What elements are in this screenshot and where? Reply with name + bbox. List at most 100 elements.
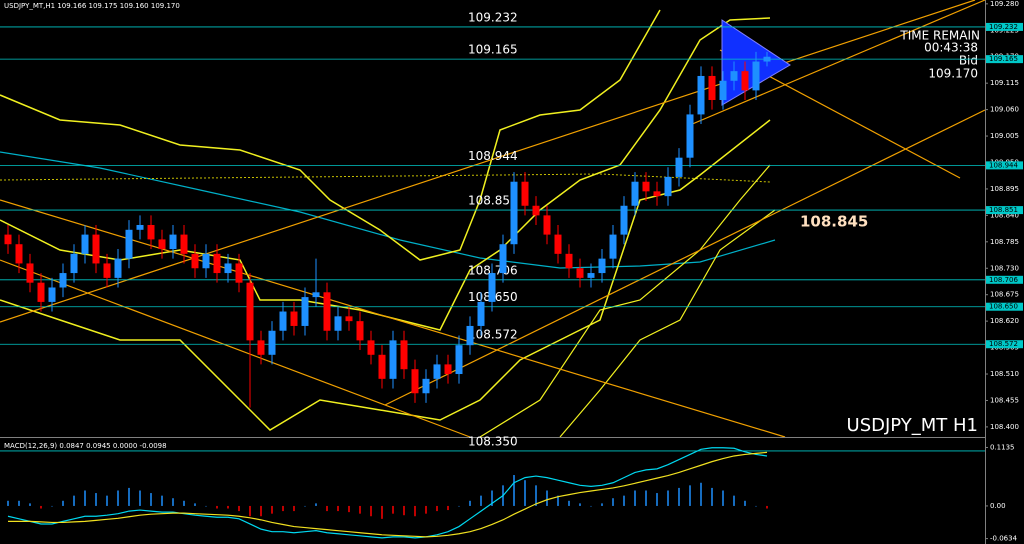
macd-line — [8, 451, 768, 538]
y-tick-label: 108.730 — [990, 264, 1019, 272]
y-tick-label: 0.1135 — [990, 443, 1015, 451]
level-box-label: 108.944 — [989, 161, 1018, 169]
candle-body — [290, 311, 298, 326]
candle-body — [246, 282, 254, 341]
candle-body — [411, 369, 419, 394]
candle-body — [521, 181, 529, 206]
candle-body — [477, 301, 485, 326]
level-box — [986, 275, 1023, 284]
candle-body — [565, 253, 573, 269]
candle-body — [444, 364, 452, 375]
y-tick-label: 109.060 — [990, 106, 1019, 114]
bid-label: Bid — [959, 54, 978, 68]
candle-body — [81, 234, 89, 254]
candle-body — [125, 229, 133, 259]
candle-body — [576, 268, 584, 278]
candle-body — [664, 176, 672, 197]
level-label: 109.232 — [468, 10, 518, 24]
symbol-label: USDJPY_MT H1 — [847, 415, 978, 436]
y-tick-label: 108.620 — [990, 317, 1019, 325]
level-label: 108.350 — [468, 434, 518, 448]
candle-body — [642, 181, 650, 192]
y-tick-label: 108.840 — [990, 211, 1019, 219]
candle-body — [389, 340, 397, 379]
candle-body — [180, 234, 188, 254]
candle-body — [279, 311, 287, 331]
indicator-lines — [0, 0, 986, 438]
level-box-label: 108.650 — [989, 303, 1018, 311]
level-box — [986, 302, 1023, 311]
candle-body — [323, 292, 331, 331]
candle-body — [345, 316, 353, 322]
candle-body — [48, 287, 56, 302]
bid: 109.170 — [928, 67, 978, 81]
candle-body — [92, 234, 100, 264]
candle-body — [653, 191, 661, 197]
level-box — [986, 161, 1023, 170]
level-label: 108.572 — [468, 328, 518, 342]
candle-body — [752, 61, 760, 91]
candle-body — [59, 273, 67, 288]
candle-body — [37, 282, 45, 302]
candle-body — [26, 263, 34, 283]
candle-body — [4, 234, 12, 245]
level-label: 108.944 — [468, 149, 518, 163]
level-box — [986, 340, 1023, 349]
candle-body — [334, 316, 342, 331]
time-remain: 00:43:38 — [924, 41, 978, 55]
y-tick-label: 108.400 — [990, 423, 1019, 431]
candle-body — [213, 253, 221, 274]
y-tick-label: 108.510 — [990, 370, 1019, 378]
candle-body — [224, 263, 232, 274]
candle-body — [257, 340, 265, 355]
level-box-label: 109.232 — [989, 23, 1018, 31]
macd-title: MACD(12,26,9) 0.0847 0.0945 0.0000 -0.00… — [4, 442, 167, 450]
candle-body — [466, 325, 474, 346]
candle-body — [631, 181, 639, 206]
candle-body — [455, 345, 463, 375]
candle-body — [400, 340, 408, 370]
level-label: 108.851 — [468, 194, 518, 208]
candle-body — [675, 157, 683, 177]
candle-body — [356, 321, 364, 341]
candle-body — [763, 56, 771, 62]
y-tick-label: 108.895 — [990, 185, 1019, 193]
candle-body — [598, 258, 606, 274]
candle-body — [587, 273, 595, 278]
time-remain-label: TIME REMAIN — [899, 29, 980, 43]
level-label: 109.165 — [468, 43, 518, 57]
candle-body — [301, 297, 309, 326]
y-tick-label: -0.0634 — [990, 535, 1018, 543]
candle-body — [103, 263, 111, 278]
level-box — [986, 206, 1023, 215]
chart-header: USDJPY_MT,H1 109.166 109.175 109.160 109… — [4, 2, 180, 10]
candle-body — [609, 234, 617, 259]
candle-body — [719, 80, 727, 100]
y-tick-label: 109.280 — [990, 0, 1019, 8]
y-tick-label: 108.455 — [990, 396, 1019, 404]
candle-body — [499, 244, 507, 274]
y-tick-label: 0.00 — [990, 502, 1006, 510]
level-box — [986, 22, 1023, 31]
candle-body — [686, 114, 694, 158]
candle-body — [422, 378, 430, 394]
y-tick-label: 108.785 — [990, 238, 1019, 246]
candle-body — [169, 234, 177, 250]
level-box-label: 108.706 — [989, 276, 1018, 284]
level-box-label: 109.165 — [989, 55, 1018, 63]
candle-body — [158, 239, 166, 250]
candle-body — [488, 273, 496, 302]
candle-body — [147, 224, 155, 240]
y-tick-label: 108.675 — [990, 291, 1019, 299]
level-box-label: 108.572 — [989, 340, 1018, 348]
candle-body — [15, 244, 23, 264]
level-box — [986, 55, 1023, 64]
candle-body — [312, 292, 320, 298]
candle-body — [730, 71, 738, 81]
y-tick-label: 109.005 — [990, 132, 1019, 140]
candle-body — [202, 253, 210, 269]
candle-body — [433, 364, 441, 379]
macd-line — [7, 447, 768, 539]
candle-body — [532, 205, 540, 216]
